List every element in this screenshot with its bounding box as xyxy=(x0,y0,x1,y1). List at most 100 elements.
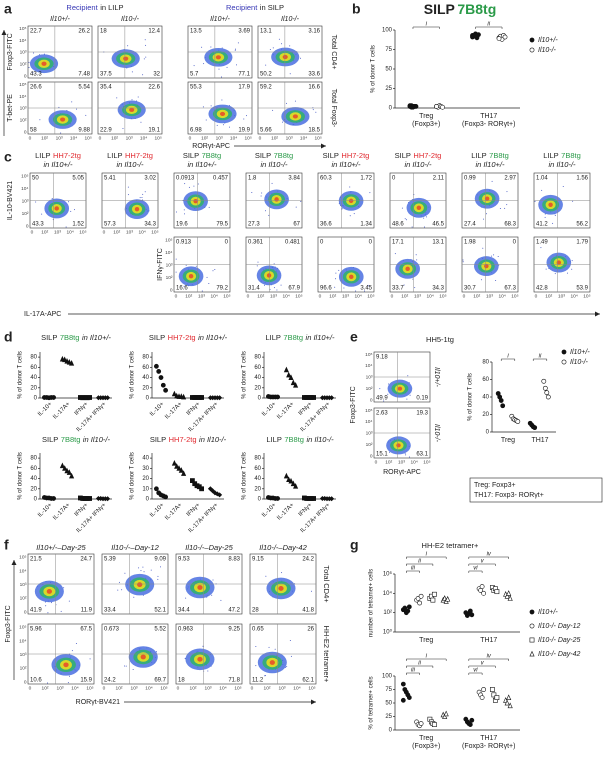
x-tick-label: 10⁵ xyxy=(439,293,446,299)
column-host: in Il10-/- xyxy=(548,160,576,169)
x-tick-label: 10⁴ xyxy=(300,135,307,141)
event-dot xyxy=(414,287,416,289)
key-text: Treg: Foxp3+ xyxy=(474,482,516,489)
event-dot xyxy=(221,47,223,49)
data-point xyxy=(402,605,408,611)
x-tick-label: 10³ xyxy=(54,229,61,235)
category-label: Treg xyxy=(419,735,433,742)
event-dot xyxy=(138,567,140,569)
x-tick-label: 10³ xyxy=(398,459,405,465)
event-dot xyxy=(139,197,141,199)
y-tick-label: 25 xyxy=(385,86,392,92)
event-dot xyxy=(67,682,69,684)
data-point xyxy=(545,394,551,400)
data-point xyxy=(286,476,292,482)
significance-bracket xyxy=(406,658,447,661)
quadrant-percent: 26 xyxy=(307,627,314,633)
quadrant-percent: 5.41 xyxy=(104,176,116,182)
quadrant-percent: 28 xyxy=(252,608,259,614)
quadrant-percent: 0 xyxy=(513,240,517,246)
data-point xyxy=(290,480,296,487)
event-dot xyxy=(300,200,302,202)
event-dot xyxy=(269,288,271,290)
chart-title-part: in Il10+/- xyxy=(198,333,227,342)
data-point xyxy=(442,713,448,719)
event-dot xyxy=(264,675,266,677)
event-dot xyxy=(145,56,147,58)
event-dot xyxy=(175,211,177,213)
quadrant-percent: 0.673 xyxy=(104,627,120,633)
panel-label: b xyxy=(352,1,361,17)
event-dot xyxy=(195,265,197,267)
event-dot xyxy=(251,191,253,193)
event-dot xyxy=(257,261,259,263)
y-tick-label: 75 xyxy=(385,47,392,53)
density-contour xyxy=(396,443,401,448)
y-tick-label: 0 xyxy=(486,430,490,436)
event-dot xyxy=(265,575,267,577)
quadrant-percent: 8.83 xyxy=(228,557,240,563)
event-dot xyxy=(237,42,239,44)
event-dot xyxy=(364,290,366,292)
x-tick-label: 10² xyxy=(401,293,408,299)
density-contour xyxy=(348,198,354,204)
legend-label: Il10-/- xyxy=(570,359,589,366)
data-point xyxy=(494,589,500,595)
x-tick-label: 10⁵ xyxy=(423,459,430,465)
quadrant-percent: 48.6 xyxy=(392,222,404,228)
significance-label: v xyxy=(481,559,485,565)
event-dot xyxy=(256,265,258,267)
event-dot xyxy=(282,121,284,123)
x-tick-label: 0 xyxy=(103,229,106,235)
event-dot xyxy=(300,57,302,59)
event-dot xyxy=(211,594,213,596)
legend-label: Il10-/- xyxy=(538,47,557,54)
event-dot xyxy=(280,284,282,286)
event-dot xyxy=(133,596,135,598)
y-tick-label: 10³ xyxy=(366,431,373,437)
data-point xyxy=(171,390,177,397)
y-tick-label: 60 xyxy=(30,365,37,371)
data-point xyxy=(410,104,416,109)
quadrant-percent: 67.5 xyxy=(80,627,92,633)
y-axis-label: % of tetramer+ cells xyxy=(369,676,375,729)
y-tick-label: 10³ xyxy=(20,106,27,112)
quadrant-percent: 49.9 xyxy=(376,396,388,402)
event-dot xyxy=(221,76,223,78)
event-dot xyxy=(70,210,72,212)
quadrant-percent: 0 xyxy=(392,176,396,182)
chart-title-part: 7B8tg xyxy=(457,1,496,17)
column-host: in Il10+/- xyxy=(476,160,505,169)
y-axis-label: IFNγ-FITC xyxy=(157,248,164,281)
event-dot xyxy=(338,269,340,271)
y-tick-label: 80 xyxy=(254,456,261,462)
event-dot xyxy=(285,102,287,104)
event-dot xyxy=(60,610,62,612)
panel-title: HH5-1tg xyxy=(426,335,454,344)
column-header-part: HH7-2tg xyxy=(413,151,441,160)
x-tick-label: 10³ xyxy=(414,293,421,299)
chart-title-part: in Il10-/- xyxy=(306,435,334,444)
quadrant-percent: 46.5 xyxy=(432,222,444,228)
y-tick-label: 0 xyxy=(24,609,27,615)
legend-marker xyxy=(561,359,567,365)
y-tick-label: 50 xyxy=(385,67,392,73)
significance-label: ii xyxy=(487,22,490,28)
event-dot xyxy=(272,109,274,111)
x-tick-label: 0 xyxy=(375,459,378,465)
event-dot xyxy=(127,194,129,196)
event-dot xyxy=(243,118,245,120)
event-dot xyxy=(33,52,35,54)
event-dot xyxy=(43,53,45,55)
event-dot xyxy=(76,108,78,110)
column-header: Il10-/-–Day-12 xyxy=(111,543,159,552)
y-tick-label: 10² xyxy=(166,275,173,281)
event-dot xyxy=(286,666,288,668)
column-header: LILP HH7-2tg xyxy=(107,151,153,160)
significance-label: i xyxy=(426,22,428,28)
quadrant-percent: 3.84 xyxy=(288,176,300,182)
event-dot xyxy=(207,670,209,672)
event-dot xyxy=(127,45,129,47)
y-tick-label: 10³ xyxy=(22,198,29,204)
density-contour xyxy=(140,654,146,660)
